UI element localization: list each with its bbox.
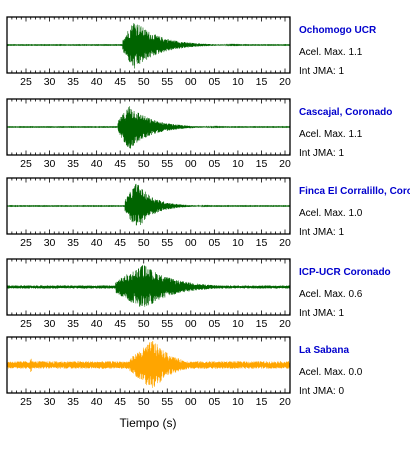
tick-label: 45 [114,318,126,330]
jma-label: Int JMA: 1 [299,227,344,238]
tick-label: 10 [232,318,244,330]
tick-label: 20 [279,158,291,170]
tick-label: 50 [138,396,150,408]
tick-label: 05 [209,318,221,330]
tick-label: 45 [114,396,126,408]
panel-4: 25 30 35 40 45 50 55 00 05 10 15 20 ICP-UCR Coronado… [6,258,391,330]
panel-3: 25 30 35 40 45 50 55 00 05 10 15 20 Finca El Corrali… [6,177,410,249]
tick-label: 15 [256,158,268,170]
station-name: La Sabana [299,345,349,356]
jma-label: Int JMA: 1 [299,148,344,159]
station-name: Finca El Corralillo, Coronado [299,186,410,197]
ticks-top [6,178,291,183]
tick-label: 25 [20,76,32,88]
tick-label: 20 [279,76,291,88]
waveform-3 [7,183,290,226]
tick-label: 10 [232,76,244,88]
ticks-bottom [6,310,291,315]
tick-label: 40 [91,396,103,408]
tick-label: 05 [209,158,221,170]
tick-label: 00 [185,76,197,88]
acel-max-label: Acel. Max. 0.0 [299,367,363,378]
tick-label: 45 [114,158,126,170]
station-name: Cascajal, Coronado [299,107,392,118]
tick-label: 10 [232,237,244,249]
ticks-top [6,337,291,342]
tick-label: 00 [185,396,197,408]
tick-label: 35 [67,237,79,249]
tick-label: 55 [161,396,173,408]
waveform-2 [7,106,290,149]
tick-label: 50 [138,76,150,88]
tick-label: 15 [256,76,268,88]
ticks-bottom [6,68,291,73]
tick-label: 10 [232,396,244,408]
tick-label: 35 [67,396,79,408]
tick-label: 20 [279,237,291,249]
tick-label: 00 [185,237,197,249]
acel-max-label: Acel. Max. 0.6 [299,289,363,300]
tick-label: 15 [256,237,268,249]
tick-label: 35 [67,158,79,170]
acel-max-label: Acel. Max. 1.1 [299,129,363,140]
tick-label: 40 [91,237,103,249]
tick-label: 40 [91,318,103,330]
tick-label: 05 [209,396,221,408]
tick-label: 20 [279,396,291,408]
tick-label: 25 [20,318,32,330]
panel-5: 25 30 35 40 45 50 55 00 05 10 15 20 La Sabana Acel. M… [6,336,363,408]
tick-label: 40 [91,158,103,170]
tick-label: 25 [20,396,32,408]
tick-label: 05 [209,76,221,88]
tick-label: 40 [91,76,103,88]
tick-label: 55 [161,318,173,330]
tick-label: 55 [161,158,173,170]
tick-label: 50 [138,158,150,170]
tick-label: 55 [161,76,173,88]
station-name: Ochomogo UCR [299,25,377,36]
tick-label: 35 [67,76,79,88]
acel-max-label: Acel. Max. 1.1 [299,47,363,58]
tick-label: 25 [20,158,32,170]
panel-1: 25 30 35 40 45 50 55 00 05 10 15 20 Ochomogo UCR Acel… [6,16,377,88]
tick-label: 45 [114,76,126,88]
jma-label: Int JMA: 0 [299,386,344,397]
tick-label: 00 [185,318,197,330]
ticks-bottom [6,229,291,234]
waveform-5 [7,341,290,388]
tick-label: 25 [20,237,32,249]
station-name: ICP-UCR Coronado [299,267,391,278]
ticks-top [6,259,291,264]
tick-label: 30 [44,158,56,170]
jma-label: Int JMA: 1 [299,66,344,77]
ticks-top [6,17,291,22]
tick-label: 30 [44,396,56,408]
tick-label: 05 [209,237,221,249]
panel-2: 25 30 35 40 45 50 55 00 05 10 15 20 Cascajal, Corona… [6,98,392,170]
tick-label: 15 [256,318,268,330]
x-axis-title: Tiempo (s) [120,416,177,430]
tick-label: 10 [232,158,244,170]
ticks-bottom [6,388,291,393]
tick-label: 20 [279,318,291,330]
tick-label: 30 [44,76,56,88]
tick-label: 50 [138,237,150,249]
ticks-top [6,99,291,104]
tick-label: 35 [67,318,79,330]
jma-label: Int JMA: 1 [299,308,344,319]
tick-label: 15 [256,396,268,408]
tick-label: 55 [161,237,173,249]
tick-label: 30 [44,237,56,249]
waveform-4 [7,265,290,307]
acel-max-label: Acel. Max. 1.0 [299,208,363,219]
tick-label: 30 [44,318,56,330]
waveform-1 [7,23,290,69]
tick-label: 00 [185,158,197,170]
tick-label: 45 [114,237,126,249]
tick-label: 50 [138,318,150,330]
ticks-bottom [6,150,291,155]
